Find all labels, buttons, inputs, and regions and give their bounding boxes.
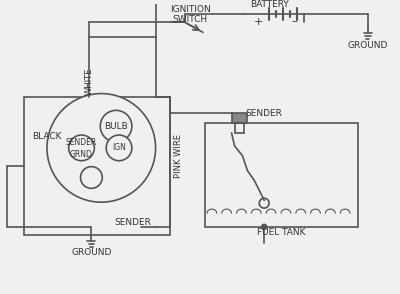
Bar — [232, 113, 247, 123]
Text: GROUND: GROUND — [348, 41, 388, 50]
Text: BLACK: BLACK — [32, 131, 62, 141]
Text: PINK WIRE: PINK WIRE — [174, 134, 183, 178]
Text: WHITE: WHITE — [85, 68, 94, 96]
Text: SENDER: SENDER — [246, 109, 283, 118]
Circle shape — [80, 167, 102, 188]
Text: BULB: BULB — [104, 122, 128, 131]
Text: SENDER: SENDER — [66, 138, 97, 148]
Text: GROUND: GROUND — [71, 248, 112, 257]
Circle shape — [259, 198, 269, 208]
Text: +: + — [254, 16, 263, 26]
Text: FUEL TANK: FUEL TANK — [257, 228, 305, 237]
Circle shape — [69, 135, 94, 161]
Text: –: – — [291, 16, 297, 26]
Text: GRND: GRND — [70, 150, 93, 159]
Circle shape — [106, 135, 132, 161]
Bar — [234, 123, 244, 133]
Text: SENDER: SENDER — [114, 218, 151, 228]
Bar — [205, 123, 358, 227]
Circle shape — [47, 93, 156, 202]
Circle shape — [262, 224, 267, 229]
Text: IGN: IGN — [112, 143, 126, 152]
Circle shape — [100, 110, 132, 142]
Text: IGNITION
SWITCH: IGNITION SWITCH — [170, 5, 210, 24]
Text: BATTERY: BATTERY — [250, 0, 288, 9]
Bar — [24, 96, 170, 235]
